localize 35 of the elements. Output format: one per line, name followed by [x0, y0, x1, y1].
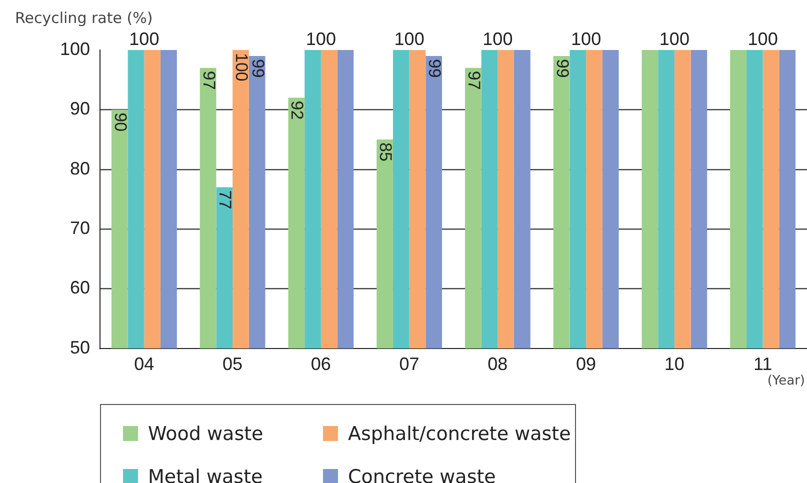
- y-tick-label: 90: [70, 98, 90, 119]
- y-tick-label: 60: [70, 278, 90, 298]
- data-label: 90: [110, 112, 130, 132]
- y-tick-label: 70: [70, 218, 90, 238]
- data-label: 97: [199, 70, 218, 90]
- x-tick-label: 07: [399, 354, 420, 374]
- legend-label: Wood waste: [148, 422, 264, 444]
- y-tick-label: 100: [60, 38, 90, 59]
- data-label: 85: [376, 142, 396, 162]
- data-label: 99: [425, 58, 444, 78]
- legend-label: Concrete waste: [348, 466, 496, 483]
- data-label: 77: [216, 190, 235, 210]
- data-label: 92: [288, 100, 307, 120]
- y-tick-label: 50: [70, 337, 90, 358]
- annotation: 100: [748, 28, 778, 49]
- annotation: 100: [659, 28, 690, 49]
- annotation: 100: [482, 28, 513, 49]
- x-axis-title: (Year): [767, 373, 805, 388]
- data-label: 97: [464, 70, 484, 90]
- x-tick-label: 04: [134, 354, 154, 374]
- x-tick-label: 05: [222, 354, 243, 374]
- y-tick-label: 80: [70, 158, 90, 178]
- x-tick-label: 09: [576, 354, 596, 374]
- annotation: 100: [394, 28, 424, 49]
- x-tick-label: 08: [488, 354, 508, 374]
- legend-label: Metal waste: [148, 466, 263, 483]
- legend-label: Asphalt/concrete waste: [348, 422, 571, 444]
- y-axis-title: Recycling rate (%): [15, 8, 153, 27]
- annotation: 100: [129, 28, 160, 49]
- annotation: 100: [571, 28, 602, 49]
- x-tick-label: 06: [310, 354, 331, 374]
- data-label: 99: [552, 58, 572, 78]
- x-tick-label: 11: [753, 354, 772, 374]
- x-tick-label: 10: [664, 354, 684, 374]
- annotation: 100: [306, 28, 336, 49]
